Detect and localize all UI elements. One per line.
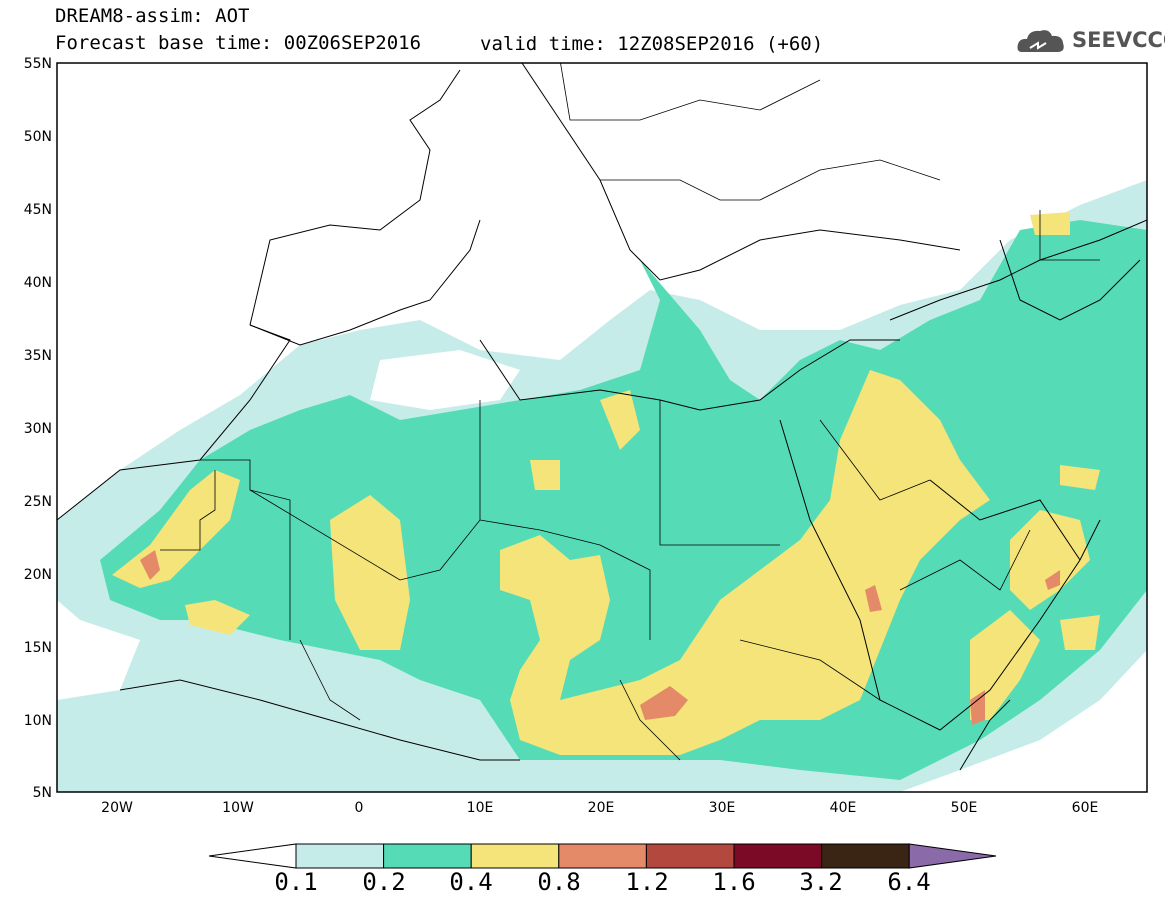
lon-label: 60E <box>1072 800 1099 816</box>
lon-label: 10E <box>467 800 494 816</box>
coastlines <box>57 63 1147 771</box>
logo-text: SEEVCCC <box>1072 28 1165 52</box>
colorbar-label: 3.2 <box>799 868 843 896</box>
colorbar-label: 0.4 <box>449 868 493 896</box>
lat-label: 5N <box>33 785 52 801</box>
aot-layer-0-4 <box>112 212 1100 755</box>
borders <box>160 63 1100 761</box>
colorbar-label: 0.8 <box>537 868 581 896</box>
map-title: DREAM8-assim: AOT <box>55 5 250 27</box>
colorbar-swatch <box>470 843 560 869</box>
base-time-label: Forecast base time: 00Z06SEP2016 <box>55 32 422 54</box>
colorbar-label: 1.2 <box>625 868 669 896</box>
colorbar-swatch <box>295 843 385 869</box>
lat-label: 45N <box>24 202 52 218</box>
colorbar-swatch <box>558 843 647 869</box>
colorbar-swatch <box>821 843 910 869</box>
valid-time-label: valid time: 12Z08SEP2016 (+60) <box>480 33 824 55</box>
colorbar-swatch <box>383 843 472 869</box>
colorbar-lower-extension <box>208 843 297 869</box>
aot-layer-0-8 <box>140 550 1060 725</box>
cloud-icon <box>1017 30 1064 52</box>
lat-label: 30N <box>24 421 52 437</box>
lon-label: 10W <box>222 800 254 816</box>
lon-label: 20E <box>588 800 615 816</box>
colorbar-label: 6.4 <box>887 868 931 896</box>
lat-label: 55N <box>24 56 52 72</box>
colorbar-label: 1.6 <box>712 868 756 896</box>
lat-label: 10N <box>24 713 52 729</box>
lat-label: 35N <box>24 348 52 364</box>
lat-label: 50N <box>24 129 52 145</box>
lat-label: 25N <box>24 494 52 510</box>
map-frame <box>56 62 1148 793</box>
colorbar-swatch <box>733 843 823 869</box>
longitude-labels: 20W 10W 0 10E 20E 30E 40E 50E 60E <box>101 800 1098 816</box>
lat-label: 15N <box>24 640 52 656</box>
lon-label: 20W <box>101 800 133 816</box>
colorbar <box>208 843 997 869</box>
lat-label: 40N <box>24 275 52 291</box>
latitude-labels: 55N 50N 45N 40N 35N 30N 25N 20N 15N 10N … <box>24 56 52 801</box>
lon-label: 40E <box>830 800 857 816</box>
colorbar-label: 0.1 <box>274 868 318 896</box>
lon-label: 50E <box>951 800 978 816</box>
colorbar-swatch <box>645 843 735 869</box>
colorbar-label: 0.2 <box>362 868 406 896</box>
lon-label: 30E <box>709 800 736 816</box>
lat-label: 20N <box>24 567 52 583</box>
lon-label: 0 <box>355 800 364 816</box>
seevccc-logo: SEEVCCC <box>1016 24 1165 58</box>
colorbar-upper-extension <box>908 843 997 869</box>
